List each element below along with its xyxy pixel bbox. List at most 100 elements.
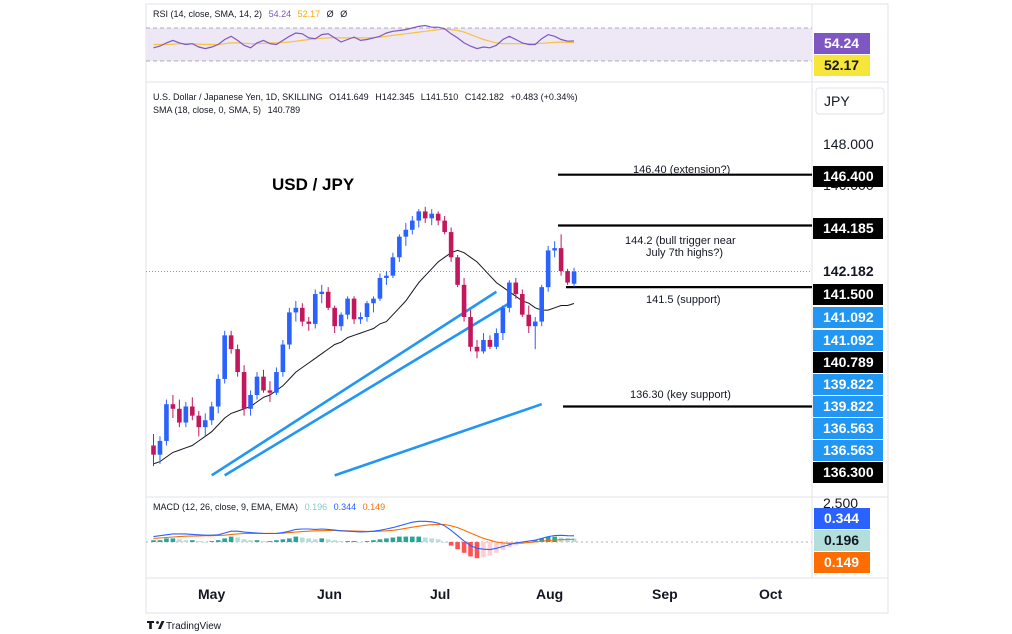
macd-hist-bar xyxy=(157,540,163,542)
candle-body xyxy=(164,404,169,441)
macd-hist-bar xyxy=(183,540,189,542)
macd-hist-bar xyxy=(280,539,286,542)
price-pane xyxy=(146,173,812,477)
annotation-extension: 146.40 (extension?) xyxy=(633,164,730,176)
price-label-139-822: 139.822 xyxy=(823,398,874,414)
macd-hist-bar xyxy=(442,542,447,543)
macd-hist-bar xyxy=(410,536,415,542)
y-tick-macd: 2.500 xyxy=(823,495,858,511)
candle-body xyxy=(403,229,409,237)
price-label-bg xyxy=(813,284,883,305)
tradingview-logo[interactable]: TradingView xyxy=(147,621,222,632)
candle-body xyxy=(151,445,156,455)
macd-label: MACD (12, 26, close, 9, EMA, EMA) xyxy=(153,502,298,512)
candle-body xyxy=(287,312,292,345)
ohlc-close: 142.182 xyxy=(471,92,504,102)
price-label-bg xyxy=(813,374,883,395)
time-axis[interactable]: May Jun Jul Aug Sep Oct xyxy=(198,586,783,602)
trendline-1[interactable] xyxy=(211,290,498,477)
macd-hist-bar xyxy=(300,537,305,542)
macd-pane: MACD (12, 26, close, 9, EMA, EMA) 0.196 … xyxy=(146,502,870,573)
price-label-bg xyxy=(813,307,883,328)
candle-body xyxy=(196,415,202,428)
candle-body xyxy=(300,307,305,322)
price-labels: 146.400 144.185 142.182 141.500 141.092 141.0… xyxy=(813,166,883,483)
price-label-141-092: 141.092 xyxy=(823,332,874,348)
trendline-3[interactable] xyxy=(334,402,543,477)
price-label-136-300: 136.300 xyxy=(823,464,874,480)
rsi-legend: RSI (14, close, SMA, 14, 2) 54.24 52.17 … xyxy=(153,9,347,19)
candle-body xyxy=(397,236,402,258)
x-tick-may: May xyxy=(198,586,225,602)
price-label-140-789: 140.789 xyxy=(823,354,874,370)
trendline-2[interactable] xyxy=(223,302,511,477)
candle-body xyxy=(416,211,422,221)
macd-value-label: 0.344 xyxy=(824,510,859,526)
macd-hist-bar xyxy=(545,536,551,542)
annotation-support: 141.5 (support) xyxy=(646,294,721,306)
macd-hist-bar xyxy=(312,539,318,542)
candle-body xyxy=(371,298,376,304)
macd-hist-bar xyxy=(338,541,344,542)
macd-hist-bar xyxy=(571,538,577,542)
candle-body xyxy=(571,271,577,284)
candle-body xyxy=(261,376,266,391)
price-label-bg xyxy=(813,166,883,187)
macd-hist-bar xyxy=(358,542,363,543)
candle-body xyxy=(494,333,499,347)
macd-hist-bar xyxy=(371,540,376,542)
macd-hist-bar xyxy=(351,541,357,542)
candle-body xyxy=(228,335,234,350)
sma-legend: SMA (18, close, 0, SMA, 5) 140.789 xyxy=(153,105,300,115)
candle-body xyxy=(325,291,331,308)
candle-body xyxy=(280,344,286,373)
ohlc-change: +0.483 (+0.34%) xyxy=(510,92,577,102)
price-label-bg xyxy=(813,440,883,461)
candle-body xyxy=(422,211,428,219)
candle-body xyxy=(351,298,357,320)
candle-body xyxy=(519,294,525,315)
candle-body xyxy=(254,376,260,396)
candle-body xyxy=(442,220,447,233)
candle-body xyxy=(274,372,279,393)
macd-hist-bar xyxy=(151,540,156,542)
x-tick-oct: Oct xyxy=(759,586,783,602)
candle-body xyxy=(448,232,454,258)
rsi-label: RSI (14, close, SMA, 14, 2) xyxy=(153,9,262,19)
candle-body xyxy=(507,282,512,308)
price-label-146-400: 146.400 xyxy=(823,168,874,184)
macd-hist-bar xyxy=(235,537,240,542)
macd-hist-bar xyxy=(222,538,227,542)
candle-body xyxy=(545,250,551,288)
sma-line xyxy=(153,249,575,465)
candle-body xyxy=(410,220,415,230)
candle-body xyxy=(202,420,208,428)
candle-body xyxy=(157,440,163,455)
candle-body xyxy=(481,339,486,352)
symbol-legend: U.S. Dollar / Japanese Yen, 1D, SKILLING… xyxy=(153,92,577,102)
candle-body xyxy=(170,404,176,409)
macd-hist-bar xyxy=(261,541,266,542)
annotation-bull-trigger-2: July 7th highs?) xyxy=(646,247,723,259)
macd-hist-bar xyxy=(494,542,499,553)
price-label-bg xyxy=(813,462,883,483)
sma-label: SMA (18, close, 0, SMA, 5) xyxy=(153,105,261,115)
currency-button[interactable]: JPY xyxy=(815,87,885,115)
candle-body xyxy=(377,277,383,299)
tradingview-brand: TradingView xyxy=(166,621,222,632)
price-label-142-182: 142.182 xyxy=(823,263,874,279)
macd-hist-bar xyxy=(435,539,441,542)
candle-body xyxy=(241,372,247,409)
candle-body xyxy=(306,321,312,324)
price-label-139-822: 139.822 xyxy=(823,376,874,392)
macd-hist-bar xyxy=(377,539,383,542)
macd-signal-label: 0.149 xyxy=(824,554,859,570)
candle-body xyxy=(222,335,227,379)
price-label-bg xyxy=(813,330,883,351)
rsi-value-label-bg xyxy=(814,33,870,54)
tradingview-logo-icon xyxy=(147,621,154,629)
candle-body xyxy=(312,294,318,324)
candle-body xyxy=(384,275,389,278)
price-label-bg xyxy=(813,396,883,417)
